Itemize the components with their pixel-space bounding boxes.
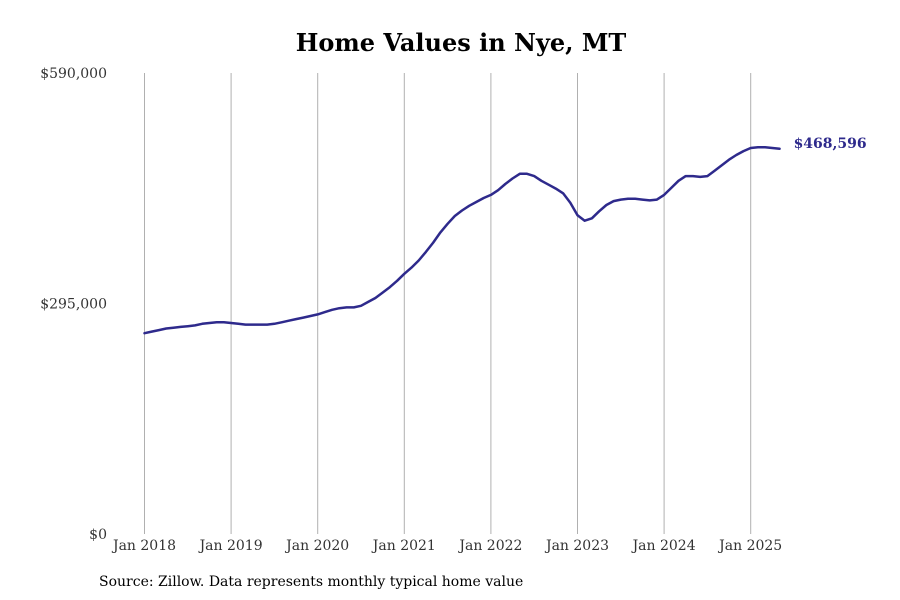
x-tick-label: Jan 2025 [717,538,782,554]
x-axis-tick-labels: Jan 2018 Jan 2019 Jan 2020 Jan 2021 Jan 2022… [111,538,782,554]
end-value-label: $468,596 [794,136,867,152]
x-tick-label: Jan 2019 [198,538,263,554]
x-tick-label: Jan 2024 [631,538,696,554]
y-axis-tick-labels: $0 $295,000 $590,000 [40,66,107,543]
x-tick-label: Jan 2018 [111,538,176,554]
y-tick-label: $295,000 [40,297,107,313]
x-tick-label: Jan 2020 [284,538,349,554]
y-tick-label: $0 [89,527,107,543]
grid-layer [144,73,752,534]
x-tick-label: Jan 2023 [544,538,609,554]
source-note: Source: Zillow. Data represents monthly … [99,574,524,590]
x-tick-label: Jan 2022 [457,538,522,554]
chart-title: Home Values in Nye, MT [295,28,627,57]
x-tick-label: Jan 2021 [371,538,436,554]
series-line [143,145,781,335]
y-tick-label: $590,000 [40,66,107,82]
